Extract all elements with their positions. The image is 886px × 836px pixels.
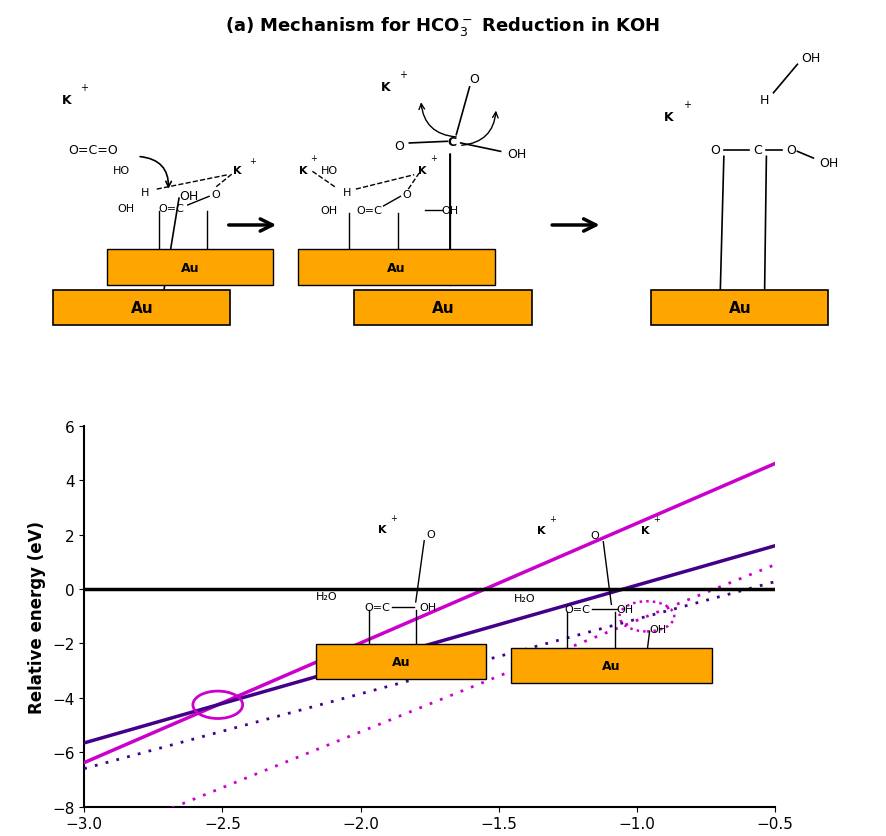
Text: O: O <box>786 144 797 157</box>
Text: +: + <box>80 83 89 93</box>
Bar <box>106 250 274 286</box>
Text: K: K <box>299 166 307 176</box>
Text: OH: OH <box>617 604 634 614</box>
Text: K: K <box>233 166 242 176</box>
Text: K: K <box>418 166 426 176</box>
Text: O: O <box>402 190 411 200</box>
Text: +: + <box>682 99 691 110</box>
Text: OH: OH <box>801 52 820 65</box>
Text: +: + <box>548 514 556 523</box>
Y-axis label: Relative energy (eV): Relative energy (eV) <box>28 520 46 713</box>
Text: HO: HO <box>113 166 129 176</box>
Text: +: + <box>653 514 660 523</box>
Text: +: + <box>250 156 256 166</box>
Bar <box>298 250 495 286</box>
Text: OH: OH <box>507 148 526 161</box>
Text: H₂O: H₂O <box>514 594 535 604</box>
Text: C: C <box>753 144 762 157</box>
Text: OH: OH <box>321 206 338 216</box>
Text: O: O <box>591 530 600 540</box>
Text: O=C=O: O=C=O <box>68 144 118 157</box>
Text: H: H <box>760 94 769 107</box>
Text: OH: OH <box>179 190 198 203</box>
Text: Au: Au <box>602 659 620 672</box>
Text: +: + <box>430 154 437 163</box>
Text: H₂O: H₂O <box>316 591 338 601</box>
Text: K: K <box>537 525 545 535</box>
Text: H: H <box>141 187 149 197</box>
Text: OH: OH <box>420 602 437 612</box>
Text: +: + <box>310 154 317 163</box>
Text: Au: Au <box>387 262 406 274</box>
Text: O: O <box>710 144 720 157</box>
Text: O: O <box>212 190 221 200</box>
Text: O: O <box>393 140 404 153</box>
Bar <box>53 291 230 326</box>
Text: Au: Au <box>431 301 455 316</box>
Text: K: K <box>377 525 386 534</box>
Text: (a) Mechanism for HCO$_3^-$ Reduction in KOH: (a) Mechanism for HCO$_3^-$ Reduction in… <box>225 15 661 38</box>
Bar <box>354 291 532 326</box>
Text: OH: OH <box>117 204 135 214</box>
Text: O: O <box>469 73 479 86</box>
Bar <box>316 645 486 679</box>
Text: K: K <box>664 110 673 124</box>
Text: OH: OH <box>441 206 458 216</box>
Text: +: + <box>390 513 397 522</box>
Text: K: K <box>641 525 649 535</box>
Text: O=C: O=C <box>356 206 382 216</box>
Text: K: K <box>381 81 390 94</box>
Bar <box>510 648 712 683</box>
Text: Au: Au <box>181 262 199 274</box>
Text: Au: Au <box>392 655 410 668</box>
Text: K: K <box>62 94 71 107</box>
Text: +: + <box>399 70 408 80</box>
Bar <box>651 291 828 326</box>
Text: C: C <box>447 135 456 149</box>
Text: Au: Au <box>130 301 153 316</box>
Text: Au: Au <box>728 301 751 316</box>
Text: OH: OH <box>649 624 666 634</box>
Text: O: O <box>426 529 435 539</box>
Text: O=C: O=C <box>158 204 184 214</box>
Text: O=C: O=C <box>564 604 590 614</box>
Text: H: H <box>343 187 352 197</box>
Text: HO: HO <box>321 166 338 176</box>
Text: OH: OH <box>819 156 838 170</box>
Text: O=C: O=C <box>365 602 391 612</box>
